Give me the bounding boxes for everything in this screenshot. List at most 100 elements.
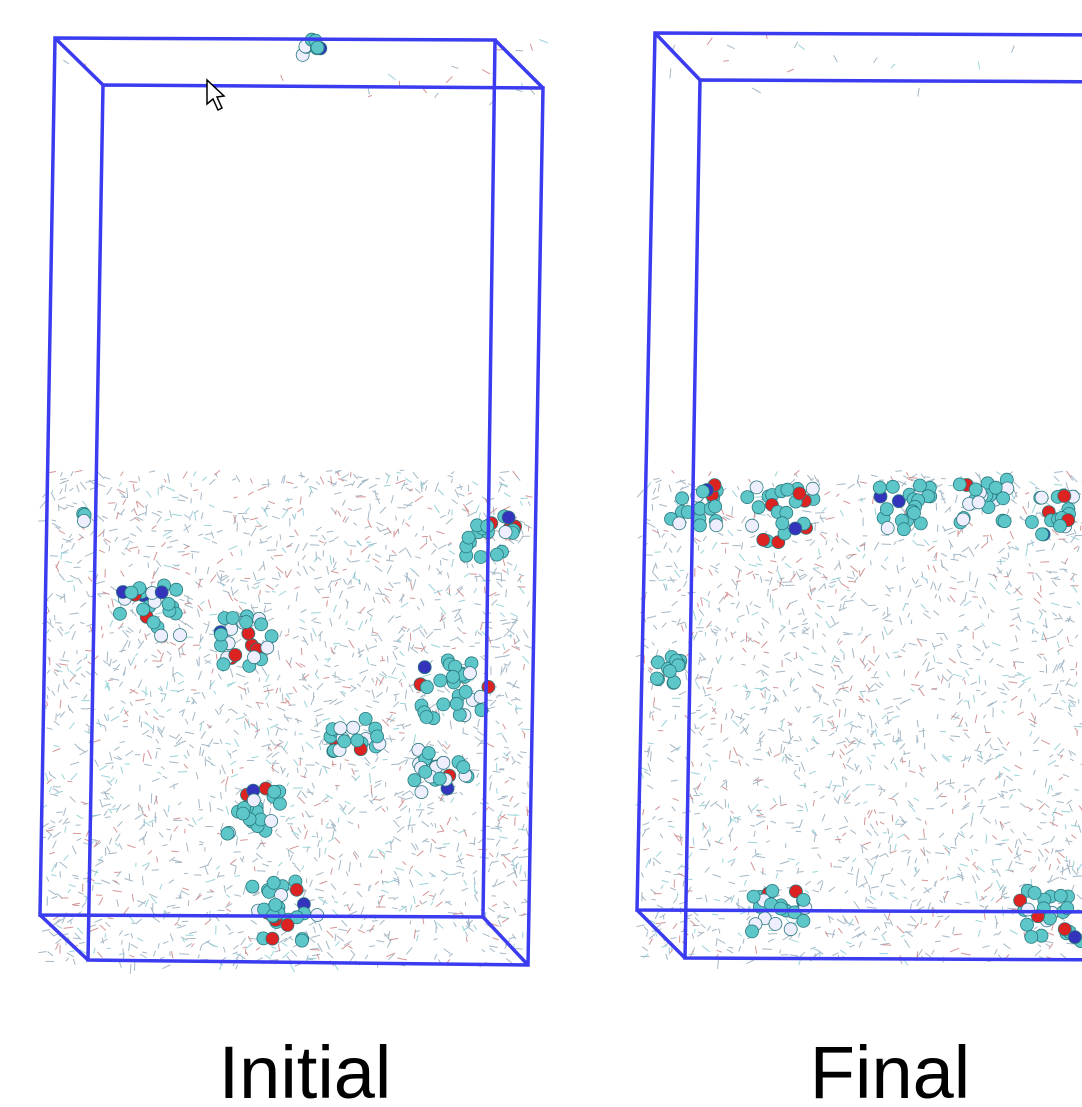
atom xyxy=(989,481,1002,494)
solvent-molecules xyxy=(38,34,1082,974)
atom xyxy=(266,932,279,945)
atom xyxy=(793,487,806,500)
atom xyxy=(418,661,431,674)
atom xyxy=(1021,918,1034,931)
atom xyxy=(746,925,759,938)
atom xyxy=(268,785,281,798)
atom xyxy=(797,893,810,906)
atom xyxy=(155,629,168,642)
atom xyxy=(281,919,294,932)
atom xyxy=(463,667,476,680)
atom xyxy=(499,526,512,539)
solvent-layer xyxy=(38,34,1082,974)
atom xyxy=(663,665,676,678)
atom xyxy=(334,722,347,735)
atom xyxy=(750,481,763,494)
atom xyxy=(459,685,472,698)
atom xyxy=(162,597,175,610)
atom xyxy=(269,898,282,911)
atom xyxy=(1035,491,1048,504)
atom xyxy=(347,721,360,734)
panel-label: Initial xyxy=(219,1031,392,1107)
atom xyxy=(676,492,689,505)
atom xyxy=(215,628,228,641)
atom xyxy=(781,483,794,496)
atom xyxy=(437,756,450,769)
atom xyxy=(240,616,253,629)
atom xyxy=(741,491,754,504)
atom xyxy=(247,794,260,807)
atom xyxy=(710,519,723,532)
simulation-box-initial xyxy=(40,38,543,965)
atom xyxy=(125,586,138,599)
atom xyxy=(437,698,450,711)
atom xyxy=(295,934,308,947)
atom xyxy=(757,533,770,546)
atom xyxy=(237,807,250,820)
atom xyxy=(217,658,230,671)
atom xyxy=(897,523,910,536)
atom xyxy=(972,496,985,509)
atom xyxy=(797,914,810,927)
atom xyxy=(433,772,446,785)
atom xyxy=(420,681,433,694)
atom xyxy=(747,890,760,903)
atom xyxy=(1025,930,1038,943)
atom xyxy=(1058,490,1071,503)
atom xyxy=(953,478,966,491)
figure: Initial Final xyxy=(0,0,1082,1107)
atom xyxy=(873,481,886,494)
solvent-molecules xyxy=(41,40,1082,972)
atom xyxy=(248,651,261,664)
atom xyxy=(147,616,160,629)
atom xyxy=(273,797,286,810)
atom xyxy=(709,500,722,513)
atom xyxy=(77,514,90,527)
atom xyxy=(420,711,433,724)
atom xyxy=(1028,887,1041,900)
atom xyxy=(371,730,384,743)
atom xyxy=(746,519,759,532)
atom xyxy=(221,827,234,840)
atom xyxy=(415,786,428,799)
box-back xyxy=(637,33,1082,912)
atom xyxy=(422,747,435,760)
atom xyxy=(490,548,503,561)
atom xyxy=(261,641,274,654)
atom xyxy=(113,607,126,620)
box-edge xyxy=(55,38,103,85)
atom xyxy=(170,583,183,596)
atom xyxy=(776,517,789,530)
box-edge xyxy=(483,917,528,965)
atom xyxy=(1068,931,1081,944)
atom xyxy=(1054,519,1067,532)
atom xyxy=(881,522,894,535)
atom xyxy=(419,765,432,778)
atom xyxy=(474,551,487,564)
atom xyxy=(351,734,364,747)
atom xyxy=(359,712,372,725)
atom xyxy=(311,41,324,54)
atom xyxy=(886,480,899,493)
box-edge xyxy=(655,33,700,80)
atom xyxy=(502,511,515,524)
atom xyxy=(246,880,259,893)
atom xyxy=(696,485,709,498)
box-edge xyxy=(495,40,543,88)
atom xyxy=(806,482,819,495)
atom xyxy=(650,672,663,685)
atom xyxy=(1022,903,1035,916)
atom xyxy=(226,612,239,625)
atom xyxy=(457,761,470,774)
atom xyxy=(769,917,782,930)
atom xyxy=(267,876,280,889)
atom xyxy=(880,503,893,516)
atom xyxy=(969,483,982,496)
atom xyxy=(752,501,765,514)
atom xyxy=(693,519,706,532)
atom xyxy=(1054,889,1067,902)
atom xyxy=(998,515,1011,528)
atom xyxy=(434,674,447,687)
atom xyxy=(774,902,787,915)
atom xyxy=(1043,912,1056,925)
